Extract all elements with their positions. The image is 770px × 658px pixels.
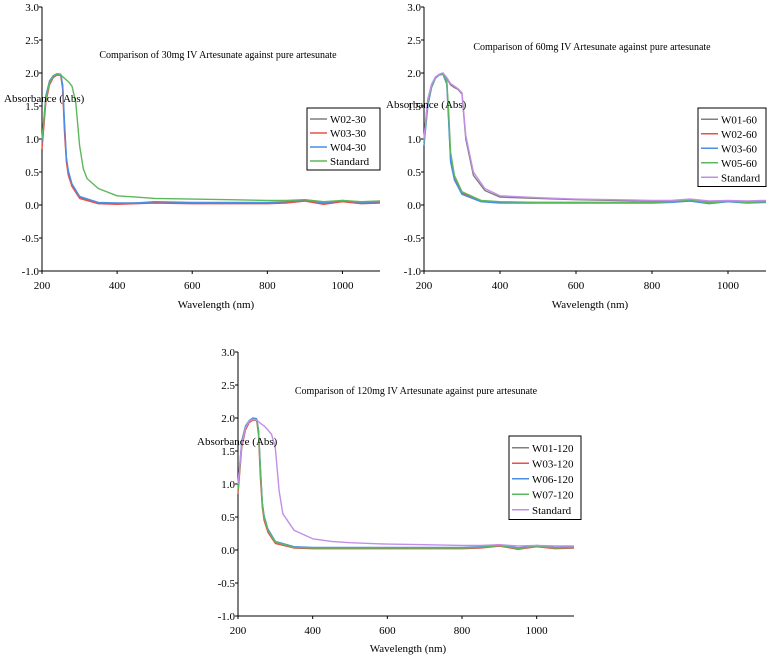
y-tick-label: -0.5 <box>22 233 40 245</box>
legend: W01-60 W02-60 W03-60 W05-60 Standard <box>697 107 767 187</box>
x-tick-label: 200 <box>230 625 247 637</box>
y-tick-label: 2.5 <box>221 380 235 392</box>
chart-title: Comparison of 120mg IV Artesunate agains… <box>295 386 538 397</box>
chart-title: Comparison of 30mg IV Artesunate against… <box>99 50 337 61</box>
y-tick-label: 0.5 <box>221 512 235 524</box>
y-tick-label: 0.5 <box>25 167 39 179</box>
y-axis-label: Absorbance (Abs) <box>386 99 467 111</box>
legend-label: W06-120 <box>532 474 574 486</box>
chart-panel-3: -1.0 -0.5 0.0 0.5 1.0 1.5 2.0 2.5 3.0 200 400 600 80… <box>197 347 582 655</box>
x-tick-label: 800 <box>644 280 661 292</box>
x-tick-label: 600 <box>379 625 396 637</box>
x-tick-label: 200 <box>34 280 51 292</box>
x-tick-label: 400 <box>492 280 509 292</box>
legend-label: W03-30 <box>330 128 367 140</box>
legend-box <box>508 435 582 520</box>
y-tick-label: 2.5 <box>407 35 421 47</box>
legend-label: W03-60 <box>721 143 758 155</box>
y-tick-label: 1.5 <box>407 101 421 113</box>
series-line-standard <box>423 72 767 202</box>
legend-label: W01-60 <box>721 114 758 126</box>
y-tick-label: -0.5 <box>218 578 236 590</box>
y-tick-label: -0.5 <box>404 233 422 245</box>
y-tick-label: 1.0 <box>221 479 235 491</box>
series-line-standard <box>237 418 574 547</box>
legend: W02-30 W03-30 W04-30 Standard <box>306 107 381 171</box>
x-axis-label: Wavelength (nm) <box>178 299 255 311</box>
y-tick-label: 0.5 <box>407 167 421 179</box>
y-tick-label: 3.0 <box>407 2 421 14</box>
y-axis-label: Absorbance (Abs) <box>4 93 85 105</box>
chart-title: Comparison of 60mg IV Artesunate against… <box>473 42 711 53</box>
x-tick-label: 1000 <box>526 625 549 637</box>
legend: W01-120 W03-120 W06-120 W07-120 Standard <box>508 435 582 520</box>
legend-label: W01-120 <box>532 443 574 455</box>
x-tick-label: 600 <box>568 280 585 292</box>
x-axis-label: Wavelength (nm) <box>552 299 629 311</box>
legend-label: W02-60 <box>721 129 758 141</box>
legend-label: Standard <box>721 172 761 184</box>
legend-label: W02-30 <box>330 114 367 126</box>
y-axis-label: Absorbance (Abs) <box>197 436 278 448</box>
x-tick-label: 400 <box>304 625 321 637</box>
legend-label: W05-60 <box>721 158 758 170</box>
y-tick-label: 1.0 <box>25 134 39 146</box>
series-line-standard <box>41 73 381 203</box>
x-tick-label: 800 <box>454 625 471 637</box>
y-tick-label: 2.0 <box>25 68 39 80</box>
legend-label: W07-120 <box>532 489 574 501</box>
x-tick-label: 1000 <box>717 280 740 292</box>
y-tick-label: 2.5 <box>25 35 39 47</box>
chart-panel-2: -1.0 -0.5 0.0 0.5 1.0 1.5 2.0 2.5 3.0 200 400 600 80… <box>386 2 767 311</box>
y-tick-label: 3.0 <box>25 2 39 14</box>
y-tick-label: -1.0 <box>404 266 422 278</box>
x-tick-label: 1000 <box>331 280 354 292</box>
chart-panel-1: -1.0 -0.5 0.0 0.5 1.0 1.5 2.0 2.5 3.0 200 400 600 80… <box>4 2 381 311</box>
x-tick-label: 400 <box>109 280 126 292</box>
y-tick-label: -1.0 <box>22 266 40 278</box>
legend-label: Standard <box>532 505 572 517</box>
y-tick-label: 0.0 <box>407 200 421 212</box>
y-tick-label: 1.0 <box>407 134 421 146</box>
y-tick-label: 1.5 <box>221 446 235 458</box>
legend-box <box>697 107 767 187</box>
y-tick-label: 3.0 <box>221 347 235 359</box>
y-tick-label: 2.0 <box>407 68 421 80</box>
y-tick-label: 0.0 <box>25 200 39 212</box>
x-axis-label: Wavelength (nm) <box>370 643 447 655</box>
x-tick-label: 800 <box>259 280 276 292</box>
legend-label: Standard <box>330 156 370 168</box>
legend-label: W03-120 <box>532 458 574 470</box>
x-tick-label: 200 <box>416 280 433 292</box>
x-tick-label: 600 <box>184 280 201 292</box>
y-tick-label: -1.0 <box>218 611 236 623</box>
y-tick-label: 0.0 <box>221 545 235 557</box>
legend-label: W04-30 <box>330 142 367 154</box>
y-tick-label: 1.5 <box>25 101 39 113</box>
y-tick-label: 2.0 <box>221 413 235 425</box>
